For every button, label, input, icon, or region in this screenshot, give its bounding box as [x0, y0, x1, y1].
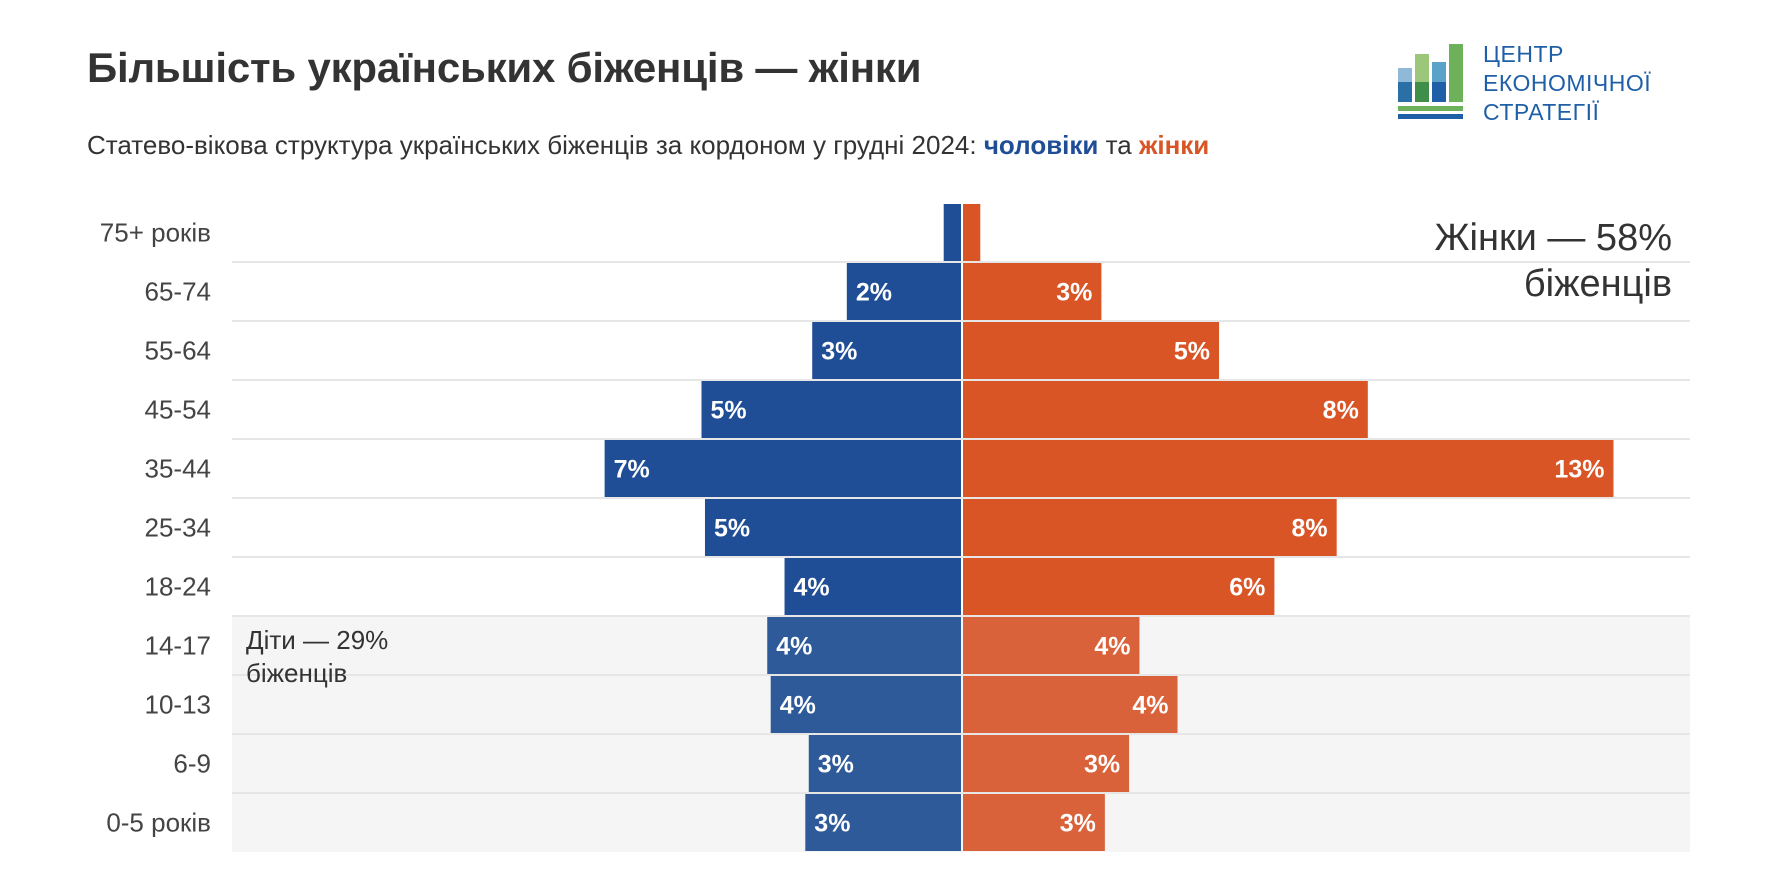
age-group-label: 75+ років: [100, 218, 211, 248]
subtitle-and: та: [1098, 130, 1139, 160]
men-bar: [812, 322, 961, 379]
men-bar: [704, 499, 961, 556]
women-bar: [963, 499, 1337, 556]
logo-line-3: СТРАТЕГІЇ: [1483, 99, 1600, 125]
women-value-label: 5%: [1174, 338, 1210, 366]
women-value-label: 4%: [1132, 692, 1168, 720]
women-bar: [963, 440, 1614, 497]
women-bar: [963, 263, 1102, 320]
age-group-label: 18-24: [145, 572, 212, 602]
men-value-label: 3%: [821, 338, 857, 366]
men-bar: [846, 263, 961, 320]
women-bar: [963, 558, 1275, 615]
logo-line-1: ЦЕНТР: [1483, 41, 1564, 67]
men-bar: [701, 381, 961, 438]
women-bar: [963, 676, 1178, 733]
chart-bars-layer: [604, 204, 1614, 851]
men-bar: [805, 794, 961, 851]
men-value-label: 3%: [814, 810, 850, 838]
women-value-label: 4%: [1094, 633, 1130, 661]
subtitle-men-legend: чоловіки: [983, 130, 1099, 160]
logo-line-2: ЕКОНОМІЧНОЇ: [1483, 70, 1652, 96]
men-value-label: 2%: [856, 279, 892, 307]
age-group-label: 45-54: [145, 395, 212, 425]
chart-title: Більшість українських біженців — жінки: [87, 44, 922, 91]
women-bar: [963, 204, 981, 261]
men-value-label: 5%: [711, 397, 747, 425]
men-value-label: 3%: [818, 751, 854, 779]
age-group-label: 55-64: [145, 336, 212, 366]
subtitle-prefix: Статево-вікова структура українських біж…: [87, 130, 984, 160]
men-bar: [808, 735, 961, 792]
age-group-label: 0-5 років: [106, 808, 211, 838]
age-group-label: 6-9: [173, 749, 211, 779]
age-group-label: 14-17: [145, 631, 212, 661]
men-value-label: 4%: [780, 692, 816, 720]
women-value-label: 6%: [1229, 574, 1265, 602]
children-annotation-line-1: Діти — 29%: [246, 625, 388, 655]
men-value-label: 7%: [614, 456, 650, 484]
men-bar: [943, 204, 961, 261]
women-value-label: 13%: [1554, 456, 1604, 484]
men-bar: [784, 558, 961, 615]
women-value-label: 3%: [1056, 279, 1092, 307]
women-value-label: 3%: [1060, 810, 1096, 838]
women-value-label: 3%: [1084, 751, 1120, 779]
women-bar: [963, 381, 1368, 438]
men-value-label: 5%: [714, 515, 750, 543]
men-value-label: 4%: [794, 574, 830, 602]
age-group-label: 10-13: [145, 690, 212, 720]
women-annotation-line-1: Жінки — 58%: [1434, 217, 1672, 259]
age-group-label: 35-44: [145, 454, 212, 484]
age-group-label: 25-34: [145, 513, 212, 543]
women-bar: [963, 617, 1140, 674]
logo-bars-icon: [1398, 44, 1463, 119]
chart-subtitle: Статево-вікова структура українських біж…: [87, 130, 1209, 161]
men-bar: [770, 676, 961, 733]
chart-labels-layer: 75+ років 65-74 2% 3% 55-64 3% 5% 45-54 5% 8% 35-4…: [100, 218, 1605, 838]
men-value-label: 4%: [776, 633, 812, 661]
women-value-label: 8%: [1292, 515, 1328, 543]
women-value-label: 8%: [1323, 397, 1359, 425]
age-group-label: 65-74: [145, 277, 212, 307]
women-bar: [963, 794, 1105, 851]
men-bar: [604, 440, 961, 497]
women-bar: [963, 322, 1220, 379]
children-annotation-line-2: біженців: [246, 658, 347, 688]
women-annotation-line-2: біженців: [1524, 263, 1672, 305]
women-bar: [963, 735, 1130, 792]
logo-text: ЦЕНТР ЕКОНОМІЧНОЇ СТРАТЕГІЇ: [1483, 40, 1651, 127]
men-bar: [767, 617, 961, 674]
subtitle-women-legend: жінки: [1138, 130, 1210, 160]
